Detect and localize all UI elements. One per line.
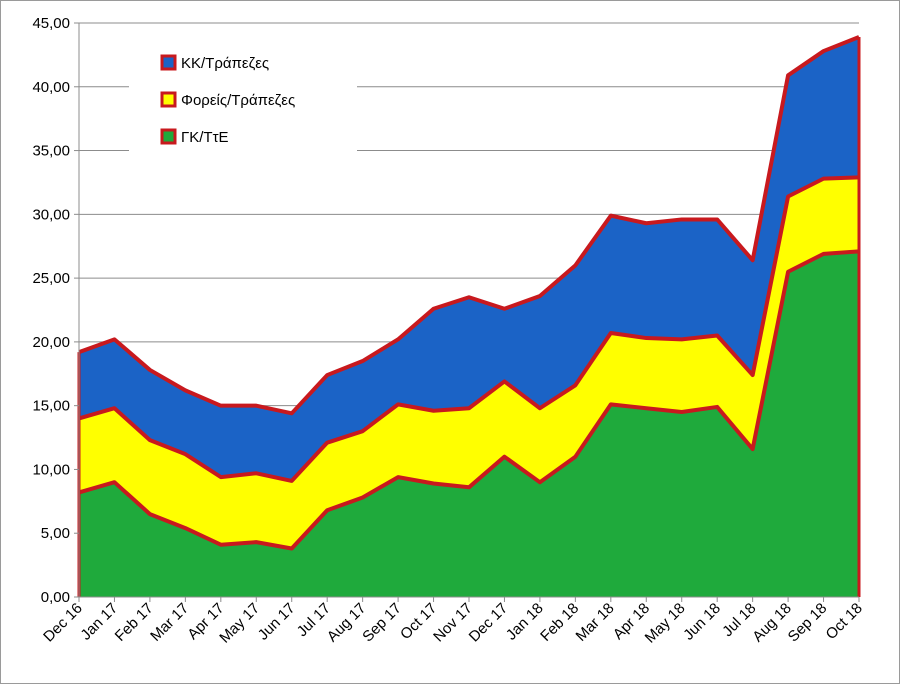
legend-swatch xyxy=(160,128,177,145)
y-tick-label: 15,00 xyxy=(32,398,70,415)
legend-label: Φορείς/Τράπεζες xyxy=(181,92,295,109)
y-tick-label: 25,00 xyxy=(32,270,70,287)
legend: ΚΚ/Τράπεζες Φορείς/Τράπεζες ΓΚ/ΤτΕ xyxy=(129,43,357,153)
x-tick-label: Oct 18 xyxy=(823,600,866,643)
series-1-area xyxy=(79,251,859,597)
x-tick-label: Aug 17 xyxy=(324,600,370,646)
y-tick-label: 35,00 xyxy=(32,143,70,160)
x-tick-label: Sep 18 xyxy=(785,600,831,646)
axes xyxy=(74,22,860,602)
x-tick-label: Mar 17 xyxy=(147,600,192,645)
series-1-outline xyxy=(78,249,860,551)
y-tick-label: 40,00 xyxy=(32,79,70,96)
series-2-outline xyxy=(78,175,860,483)
x-tick-label: Mar 18 xyxy=(573,600,618,645)
x-tick-label: May 18 xyxy=(642,600,689,647)
x-tick-label: Nov 17 xyxy=(430,600,476,646)
series-2-area xyxy=(79,177,859,549)
x-tick-label: Aug 18 xyxy=(749,600,795,646)
y-tick-label: 0,00 xyxy=(41,589,70,606)
series-3-outline xyxy=(78,35,860,416)
legend-swatch xyxy=(160,91,177,108)
y-tick-label: 30,00 xyxy=(32,206,70,223)
x-tick-label: Feb 18 xyxy=(537,600,582,645)
x-tick-label: May 17 xyxy=(216,600,263,647)
y-tick-label: 20,00 xyxy=(32,334,70,351)
x-tick-label: Jun 17 xyxy=(255,600,299,644)
legend-swatch xyxy=(160,54,177,71)
legend-label: ΚΚ/Τράπεζες xyxy=(181,55,269,72)
legend-label: ΓΚ/ΤτΕ xyxy=(181,129,229,146)
x-tick-label: Jun 18 xyxy=(680,600,724,644)
y-tick-labels: 0,00 5,00 10,00 15,00 20,00 25,00 30,00 35,00 40… xyxy=(32,15,70,606)
x-tick-label: Dec 17 xyxy=(466,600,512,646)
series-areas xyxy=(77,35,861,597)
y-tick-label: 5,00 xyxy=(41,525,70,542)
x-tick-label: Dec 16 xyxy=(40,600,86,646)
y-tick-label: 45,00 xyxy=(32,15,70,32)
series-3-area xyxy=(79,37,859,481)
x-tick-label: Feb 17 xyxy=(112,600,157,645)
x-tick-label: Sep 17 xyxy=(359,600,405,646)
y-tick-label: 10,00 xyxy=(32,461,70,478)
